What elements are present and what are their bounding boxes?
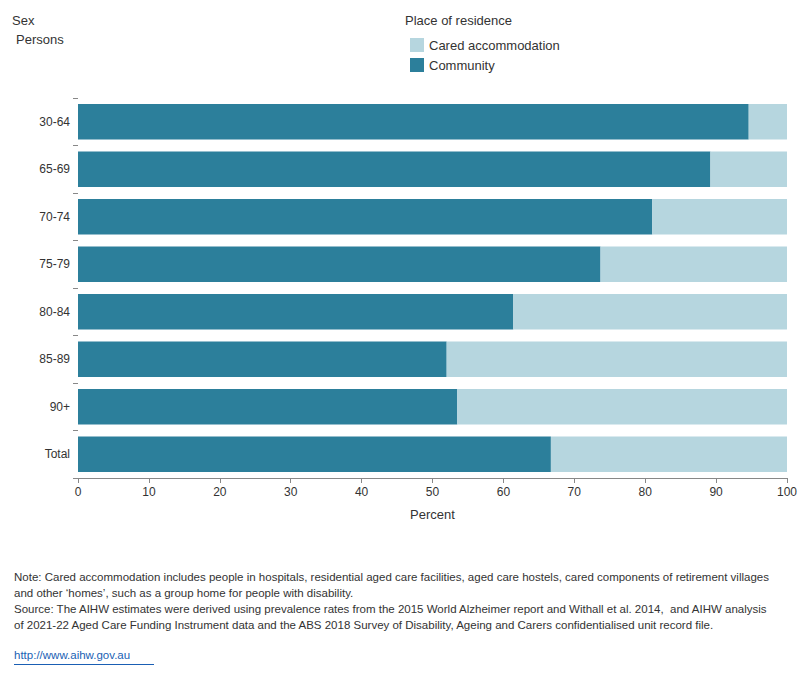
svg-text:Percent: Percent xyxy=(410,507,455,522)
svg-text:Source: The AIHW estimates wer: Source: The AIHW estimates were derived … xyxy=(14,603,770,615)
svg-text:Community: Community xyxy=(429,58,495,73)
svg-text:60: 60 xyxy=(497,485,511,499)
svg-text:90: 90 xyxy=(709,485,723,499)
svg-text:80-84: 80-84 xyxy=(39,305,70,319)
svg-text:Cared accommodation: Cared accommodation xyxy=(429,38,560,53)
svg-text:70: 70 xyxy=(568,485,582,499)
svg-text:85-89: 85-89 xyxy=(39,352,70,366)
svg-text:Place of residence: Place of residence xyxy=(405,13,512,28)
svg-text:Persons: Persons xyxy=(16,32,64,47)
svg-text:and other ‘homes’, such as a g: and other ‘homes’, such as a group home … xyxy=(14,587,353,599)
svg-text:80: 80 xyxy=(639,485,653,499)
svg-text:30-64: 30-64 xyxy=(39,115,70,129)
svg-text:90+: 90+ xyxy=(50,400,70,414)
svg-text:of 2021-22 Aged Care Funding I: of 2021-22 Aged Care Funding Instrument … xyxy=(14,619,713,631)
svg-text:65-69: 65-69 xyxy=(39,162,70,176)
svg-text:Note: Cared accommodation incl: Note: Cared accommodation includes peopl… xyxy=(14,571,772,583)
svg-text:30: 30 xyxy=(284,485,298,499)
svg-text:40: 40 xyxy=(355,485,369,499)
svg-text:0: 0 xyxy=(75,485,82,499)
svg-text:50: 50 xyxy=(426,485,440,499)
svg-text:Sex: Sex xyxy=(12,13,35,28)
svg-text:100: 100 xyxy=(777,485,797,499)
svg-text:10: 10 xyxy=(142,485,156,499)
svg-text:20: 20 xyxy=(213,485,227,499)
svg-text:Total: Total xyxy=(45,447,70,461)
svg-text:70-74: 70-74 xyxy=(39,210,70,224)
svg-text:http://www.aihw.gov.au: http://www.aihw.gov.au xyxy=(14,649,130,661)
svg-text:75-79: 75-79 xyxy=(39,257,70,271)
